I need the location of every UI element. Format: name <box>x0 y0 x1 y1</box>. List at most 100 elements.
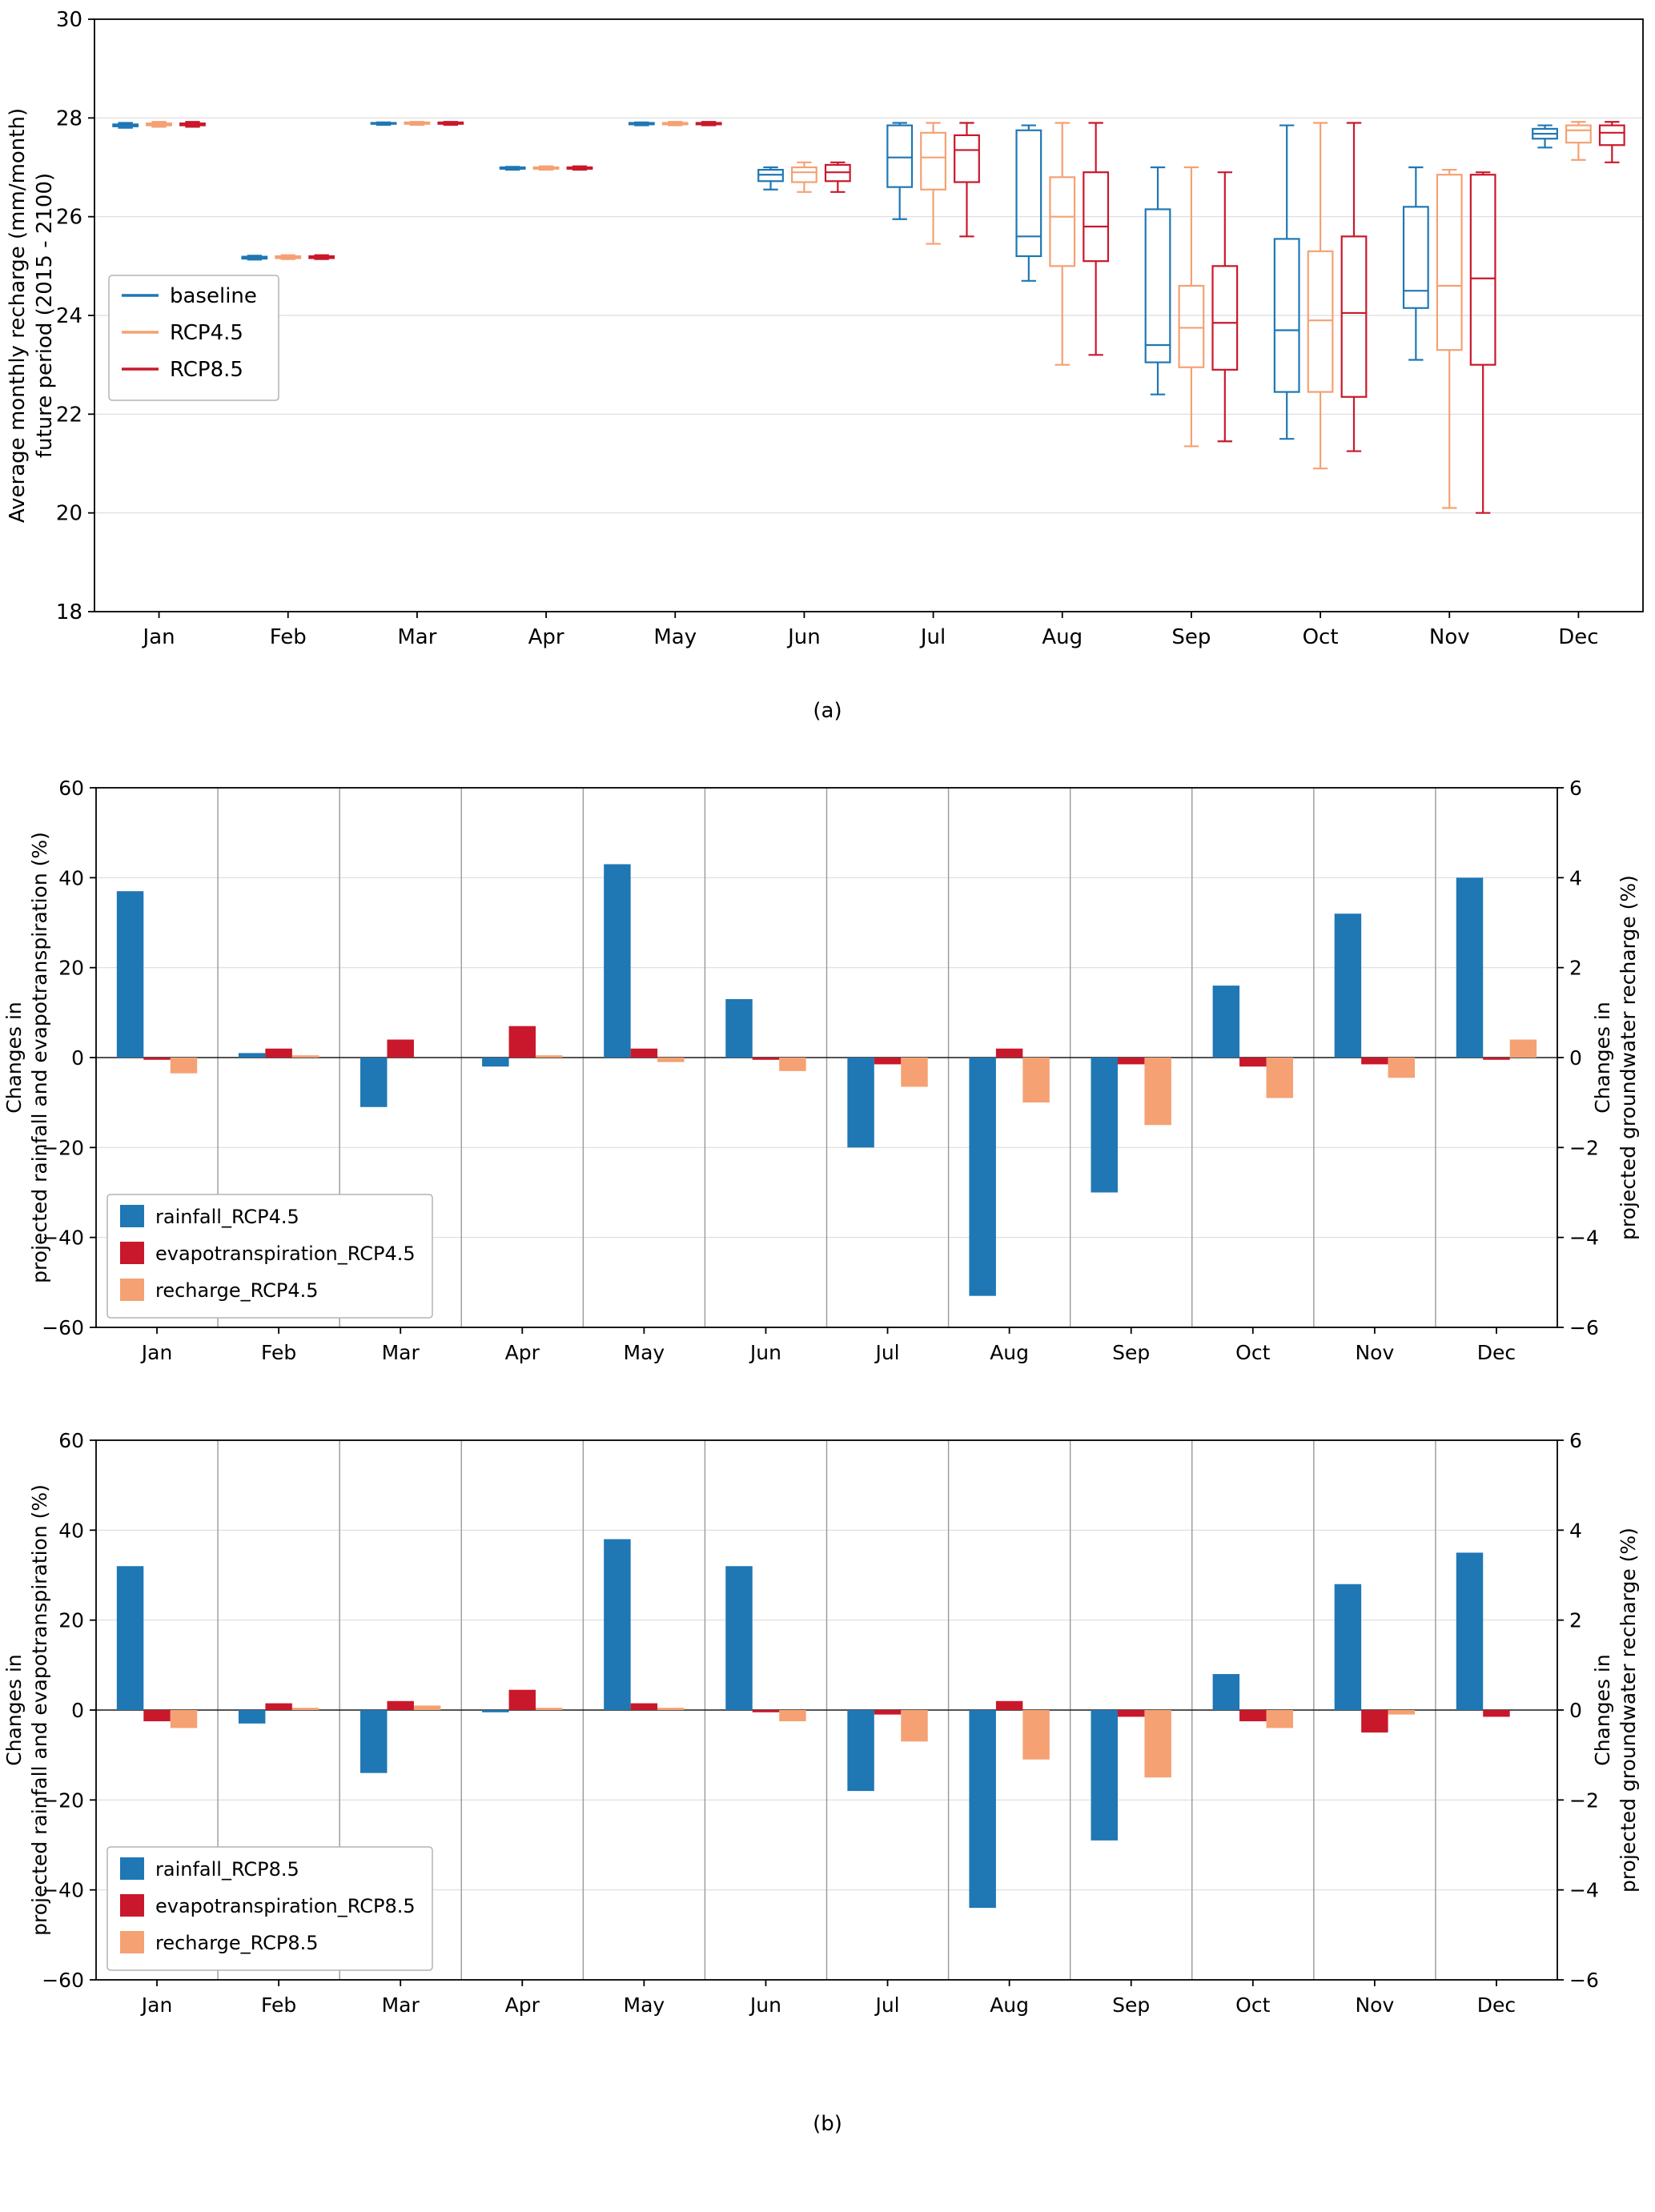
RCP8.5-box-May <box>695 121 722 126</box>
RCP4.5-box-Oct <box>1307 122 1334 470</box>
x-tick-label-Dec: Dec <box>1477 1341 1516 1364</box>
evapotranspiration_RCP8.5-bar-Jul <box>874 1710 902 1715</box>
x-tick-label-Apr: Apr <box>505 1993 540 2017</box>
recharge_RCP8.5-bar-Jun <box>779 1710 806 1722</box>
chart-b-rcp45-bar-chart: −60 −40 −20 0 20 40 60 −6 −4 −2 0 2 4 6 Jan Feb Mar Apr Ma… <box>0 767 1655 1383</box>
RCP8.5-box-Aug <box>1083 122 1110 356</box>
RCP8.5-box-Dec <box>1598 121 1625 163</box>
x-tick-label-Jan: Jan <box>140 1341 173 1364</box>
x-tick-label-Nov: Nov <box>1355 1341 1394 1364</box>
right-y-tick-label: −4 <box>1569 1226 1599 1250</box>
left-y-tick-label: 0 <box>71 1046 84 1070</box>
right-y-tick-label: 6 <box>1569 1429 1582 1452</box>
RCP4.5-box-Apr <box>532 165 560 171</box>
rainfall_RCP8.5-bar-Oct <box>1212 1674 1240 1710</box>
x-tick-label-Mar: Mar <box>382 1341 420 1364</box>
left-y-tick-label: −20 <box>42 1788 84 1812</box>
y-tick-label: 24 <box>56 304 82 328</box>
x-tick-label-Oct: Oct <box>1235 1341 1270 1364</box>
RCP4.5-box-Feb <box>275 254 302 260</box>
x-tick-label-Apr: Apr <box>505 1341 540 1364</box>
RCP4.5-box-May <box>661 121 689 126</box>
x-tick-label-Feb: Feb <box>270 625 307 649</box>
recharge_RCP4.5-bar-Sep <box>1144 1058 1171 1126</box>
rainfall_RCP4.5-bar-Jun <box>725 998 753 1058</box>
x-tick-label-Jul: Jul <box>919 625 946 649</box>
legend-box <box>106 1194 433 1319</box>
legend-swatch-recharge_RCP8.5 <box>120 1931 144 1953</box>
evapotranspiration_RCP4.5-bar-Apr <box>508 1026 536 1058</box>
baseline-box-Jul <box>886 122 914 220</box>
RCP4.5-box-Mar <box>404 121 431 126</box>
box <box>1307 250 1334 393</box>
box <box>1598 124 1625 147</box>
recharge_RCP8.5-bar-Nov <box>1388 1710 1416 1715</box>
right-y-tick-label: 4 <box>1569 1519 1582 1542</box>
legend-label-baseline: baseline <box>170 284 257 308</box>
legend-swatch-rainfall_RCP8.5 <box>120 1857 144 1880</box>
box <box>954 134 980 183</box>
x-tick-label-Sep: Sep <box>1112 1341 1150 1364</box>
rainfall_RCP8.5-bar-May <box>604 1539 631 1710</box>
evapotranspiration_RCP4.5-bar-Aug <box>995 1048 1023 1058</box>
right-y-axis-label: projected groundwater recharge (%) <box>1617 875 1640 1240</box>
evapotranspiration_RCP8.5-bar-Sep <box>1117 1710 1145 1717</box>
rainfall_RCP4.5-bar-Aug <box>969 1058 996 1296</box>
baseline-box-Nov <box>1402 166 1429 361</box>
legend-label-evapotranspiration_RCP4.5: evapotranspiration_RCP4.5 <box>155 1242 416 1265</box>
x-tick-label-Feb: Feb <box>261 1993 296 2017</box>
recharge_RCP8.5-bar-Jul <box>901 1710 928 1742</box>
baseline-box-May <box>628 121 655 126</box>
recharge_RCP4.5-bar-May <box>657 1058 685 1062</box>
x-tick-label-May: May <box>653 625 697 649</box>
evapotranspiration_RCP4.5-bar-Jan <box>143 1058 171 1060</box>
x-tick-label-Feb: Feb <box>261 1341 296 1364</box>
RCP4.5-box-Sep <box>1178 166 1205 448</box>
right-y-tick-label: 0 <box>1569 1699 1582 1722</box>
evapotranspiration_RCP4.5-bar-Nov <box>1361 1058 1388 1065</box>
RCP4.5-box-Jun <box>791 161 817 193</box>
chart-a-monthly-recharge-boxplot: 18 20 22 24 26 28 30 Jan Feb Mar Apr May Jun Jul Aug Se… <box>0 6 1655 679</box>
x-tick-label-Mar: Mar <box>397 625 436 649</box>
legend-swatch-evapotranspiration_RCP8.5 <box>120 1894 144 1917</box>
rainfall_RCP8.5-bar-Apr <box>482 1710 509 1712</box>
recharge_RCP4.5-bar-Nov <box>1388 1058 1416 1078</box>
recharge_RCP4.5-bar-Jul <box>901 1058 928 1087</box>
x-tick-label-Sep: Sep <box>1112 1993 1150 2017</box>
legend-label-rainfall_RCP8.5: rainfall_RCP8.5 <box>155 1858 299 1881</box>
left-y-tick-label: 20 <box>58 957 84 980</box>
box <box>1565 124 1592 144</box>
baseline-box-Jan <box>112 122 139 129</box>
rainfall_RCP8.5-bar-Mar <box>360 1710 388 1773</box>
RCP8.5-box-Jul <box>954 122 980 238</box>
box <box>1144 208 1171 363</box>
rainfall_RCP4.5-bar-Nov <box>1334 913 1362 1058</box>
left-y-axis-label: Changes in <box>2 1002 26 1113</box>
x-tick-label-Jan: Jan <box>140 1993 173 2017</box>
evapotranspiration_RCP8.5-bar-Dec <box>1483 1710 1510 1717</box>
x-tick-label-Dec: Dec <box>1558 625 1598 649</box>
evapotranspiration_RCP8.5-bar-Aug <box>995 1700 1023 1710</box>
legend-label-recharge_RCP4.5: recharge_RCP4.5 <box>155 1279 319 1302</box>
right-y-tick-label: −6 <box>1569 1316 1599 1339</box>
evapotranspiration_RCP4.5-bar-Dec <box>1483 1058 1510 1060</box>
left-y-tick-label: −60 <box>42 1969 84 1992</box>
recharge_RCP4.5-bar-Aug <box>1022 1058 1050 1103</box>
evapotranspiration_RCP8.5-bar-Feb <box>265 1703 292 1710</box>
rainfall_RCP4.5-bar-May <box>604 864 631 1058</box>
baseline-box-Oct <box>1273 124 1300 440</box>
evapotranspiration_RCP8.5-bar-Jan <box>143 1710 171 1722</box>
legend-label-recharge_RCP8.5: recharge_RCP8.5 <box>155 1932 319 1954</box>
x-tick-label-Aug: Aug <box>990 1341 1029 1364</box>
legend-swatch-evapotranspiration_RCP4.5 <box>120 1242 144 1264</box>
rainfall_RCP8.5-bar-Aug <box>969 1710 996 1909</box>
spacer <box>0 1383 1655 1419</box>
recharge_RCP4.5-bar-Jan <box>170 1058 198 1074</box>
evapotranspiration_RCP8.5-bar-Mar <box>387 1700 414 1710</box>
box <box>1402 206 1429 309</box>
legend-swatch-rainfall_RCP4.5 <box>120 1205 144 1227</box>
baseline-box-Mar <box>370 121 397 126</box>
recharge_RCP8.5-bar-May <box>657 1708 685 1710</box>
baseline-box-Sep <box>1144 166 1171 395</box>
